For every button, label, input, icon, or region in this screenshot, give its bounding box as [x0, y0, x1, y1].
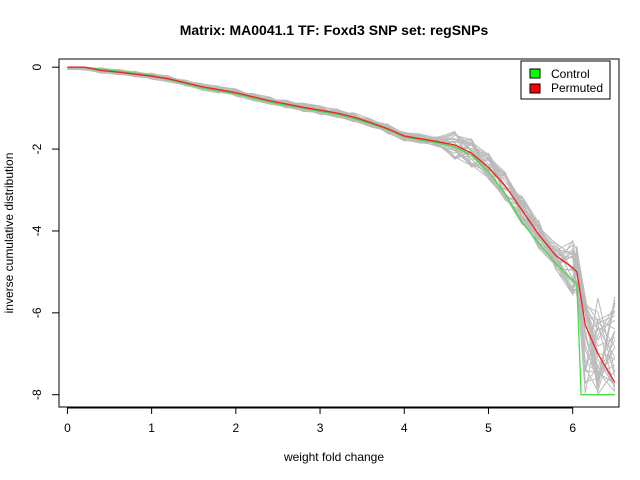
x-tick-label: 2	[232, 421, 239, 435]
legend-swatch-control	[529, 68, 541, 79]
y-tick-label: -2	[30, 143, 44, 154]
x-tick-label: 4	[401, 421, 408, 435]
permutation-line	[67, 67, 616, 391]
legend-label-control: Control	[551, 67, 590, 81]
permutation-line	[67, 67, 616, 332]
permutation-line	[67, 66, 616, 347]
legend: Control Permuted	[520, 60, 611, 100]
legend-swatch-permuted	[529, 83, 541, 94]
x-tick-label: 0	[64, 421, 71, 435]
x-tick-label: 1	[148, 421, 155, 435]
series-lines	[67, 66, 616, 396]
permutation-lines	[67, 66, 616, 396]
y-tick-label: -6	[30, 307, 44, 318]
y-tick-label: 0	[30, 64, 44, 71]
permutation-line	[67, 68, 616, 341]
y-tick-label: -8	[30, 389, 44, 400]
y-tick-label: -4	[30, 225, 44, 236]
y-axis: 0 -2 -4 -6 -8	[30, 64, 60, 400]
legend-label-permuted: Permuted	[551, 81, 603, 95]
chart-title: Matrix: MA0041.1 TF: Foxd3 SNP set: regS…	[180, 22, 489, 38]
x-tick-label: 5	[485, 421, 492, 435]
permutation-line	[67, 66, 616, 389]
permutation-line	[67, 66, 616, 322]
y-axis-label: inverse cumulative distribution	[2, 153, 16, 314]
x-axis-label: weight fold change	[283, 450, 384, 464]
x-axis: 0 1 2 3 4 5 6	[64, 407, 576, 435]
series-line-permuted	[67, 66, 616, 383]
permutation-line	[67, 67, 616, 336]
permutation-line	[67, 68, 616, 387]
x-tick-label: 6	[569, 421, 576, 435]
x-tick-label: 3	[317, 421, 324, 435]
